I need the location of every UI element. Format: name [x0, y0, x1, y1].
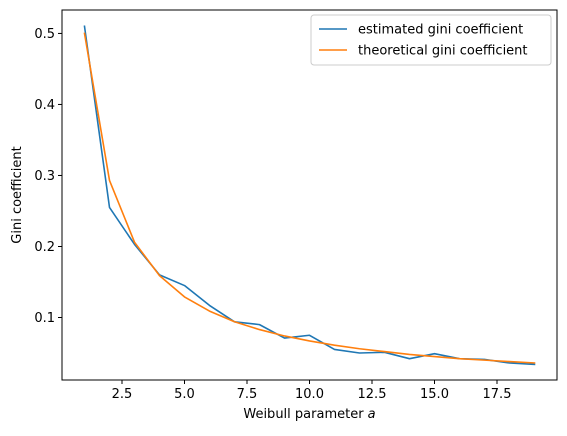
- x-tick-label: 17.5: [483, 387, 512, 402]
- y-tick-label: 0.5: [34, 27, 55, 42]
- x-axis-label-text: Weibull parameter: [243, 407, 367, 422]
- x-tick-label: 12.5: [358, 387, 387, 402]
- y-tick-label: 0.3: [34, 169, 55, 184]
- legend: estimated gini coefficient theoretical gi…: [310, 14, 552, 66]
- x-tick-label: 15.0: [420, 387, 449, 402]
- x-axis-label: Weibull parameter a: [243, 407, 375, 422]
- x-tick-label: 7.5: [237, 387, 258, 402]
- x-tick-label: 10.0: [295, 387, 324, 402]
- y-tick-label: 0.1: [34, 311, 55, 326]
- axes-frame: [61, 9, 558, 381]
- series-line-estimated: [83, 25, 536, 366]
- y-axis-label: Gini coefficient: [10, 146, 25, 243]
- x-axis-ticks: 2.5 5.0 7.5 10.0 12.5 15.0 17.5: [112, 380, 512, 402]
- y-tick-label: 0.4: [34, 98, 55, 113]
- legend-label: estimated gini coefficient: [358, 23, 523, 38]
- y-tick-label: 0.2: [34, 240, 55, 255]
- legend-label: theoretical gini coefficient: [358, 44, 528, 59]
- legend-box: [310, 14, 552, 66]
- x-axis-label-symbol: a: [368, 407, 376, 422]
- series-layer: [83, 25, 536, 366]
- x-tick-label: 2.5: [112, 387, 133, 402]
- series-line-theoretical: [83, 32, 536, 364]
- x-tick-label: 5.0: [174, 387, 195, 402]
- y-axis-ticks: 0.1 0.2 0.3 0.4 0.5: [34, 27, 62, 326]
